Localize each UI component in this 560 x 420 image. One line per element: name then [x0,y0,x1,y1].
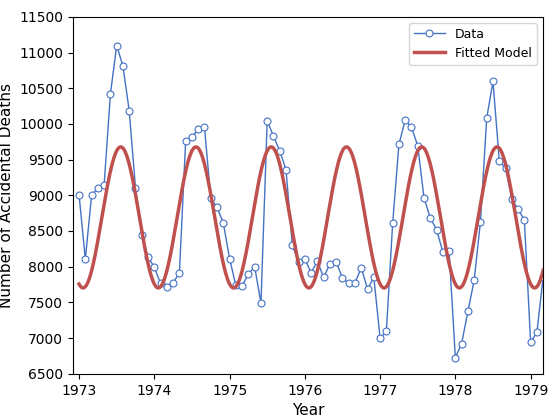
Y-axis label: Number of Accidental Deaths: Number of Accidental Deaths [0,83,13,308]
Legend: Data, Fitted Model: Data, Fitted Model [409,23,537,65]
Data [352,280,358,285]
Line: Fitted Model: Fitted Model [79,147,560,288]
Fitted Model [531,286,538,291]
Data [113,43,120,48]
Data [452,355,459,360]
Data [515,207,521,212]
Fitted Model [341,145,348,150]
Fitted Model [104,186,110,191]
Data [239,283,245,288]
Fitted Model [76,281,82,286]
Data [88,193,95,198]
Fitted Model [268,144,274,150]
Fitted Model [506,177,512,182]
Data [402,118,409,123]
Data [76,192,82,197]
Data [232,283,239,288]
X-axis label: Year: Year [292,403,324,418]
Fitted Model [327,200,334,205]
Line: Data: Data [76,42,560,361]
